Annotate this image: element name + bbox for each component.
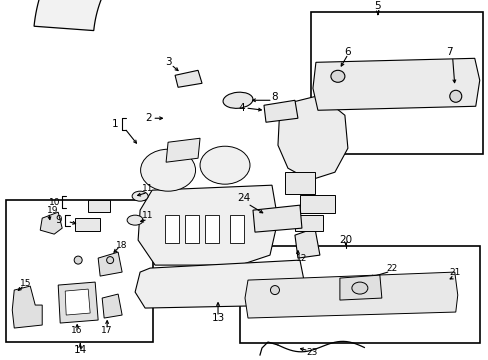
Text: 5: 5 (374, 1, 380, 12)
Polygon shape (244, 272, 457, 318)
Text: 11: 11 (142, 184, 154, 193)
Text: 21: 21 (448, 267, 460, 276)
Polygon shape (102, 294, 122, 318)
Polygon shape (175, 70, 202, 87)
Ellipse shape (132, 191, 148, 201)
Text: 14: 14 (73, 345, 87, 355)
Polygon shape (58, 282, 98, 323)
Polygon shape (135, 260, 305, 308)
Bar (165, 215, 179, 243)
Text: 19: 19 (46, 206, 58, 215)
Polygon shape (34, 0, 412, 31)
Bar (184, 215, 199, 243)
Polygon shape (294, 215, 322, 231)
Ellipse shape (330, 70, 344, 82)
Text: 23: 23 (305, 347, 317, 356)
Polygon shape (339, 275, 381, 300)
Text: 3: 3 (164, 57, 171, 67)
Text: 4: 4 (238, 103, 245, 113)
Text: 7: 7 (446, 47, 452, 57)
Text: 15: 15 (20, 279, 31, 288)
Text: 16: 16 (71, 325, 83, 334)
Text: 12: 12 (296, 253, 307, 262)
Polygon shape (166, 138, 200, 162)
Text: 13: 13 (211, 313, 224, 323)
Text: 11: 11 (142, 211, 154, 220)
Text: 6: 6 (344, 47, 350, 57)
Polygon shape (252, 205, 301, 232)
Bar (204, 215, 219, 243)
Polygon shape (312, 58, 479, 110)
Polygon shape (294, 228, 319, 258)
Ellipse shape (200, 146, 249, 184)
Text: 20: 20 (339, 235, 352, 245)
Text: 1: 1 (112, 119, 118, 129)
Bar (88, 200, 110, 212)
Text: 24: 24 (237, 193, 250, 203)
Bar (240, 246, 479, 343)
Polygon shape (65, 289, 90, 315)
Text: 18: 18 (116, 240, 128, 249)
Bar (310, 12, 482, 154)
Ellipse shape (351, 282, 367, 294)
Text: 17: 17 (101, 325, 113, 334)
Polygon shape (285, 172, 314, 194)
Text: 8: 8 (271, 92, 278, 102)
Ellipse shape (449, 90, 461, 102)
Bar (6, 200, 153, 342)
Text: 9: 9 (55, 215, 61, 225)
Polygon shape (40, 212, 62, 234)
Ellipse shape (223, 92, 252, 108)
Polygon shape (138, 185, 277, 265)
Polygon shape (98, 252, 122, 276)
Ellipse shape (127, 215, 143, 225)
Text: 2: 2 (144, 113, 151, 123)
Polygon shape (299, 195, 334, 213)
Ellipse shape (270, 285, 279, 294)
Polygon shape (264, 100, 297, 122)
Ellipse shape (74, 256, 82, 264)
Text: 10: 10 (49, 198, 61, 207)
Bar (75, 218, 100, 231)
Bar (229, 215, 244, 243)
Polygon shape (12, 286, 42, 328)
Ellipse shape (106, 257, 113, 264)
Text: 22: 22 (386, 264, 397, 273)
Polygon shape (277, 95, 347, 180)
Ellipse shape (141, 149, 195, 191)
